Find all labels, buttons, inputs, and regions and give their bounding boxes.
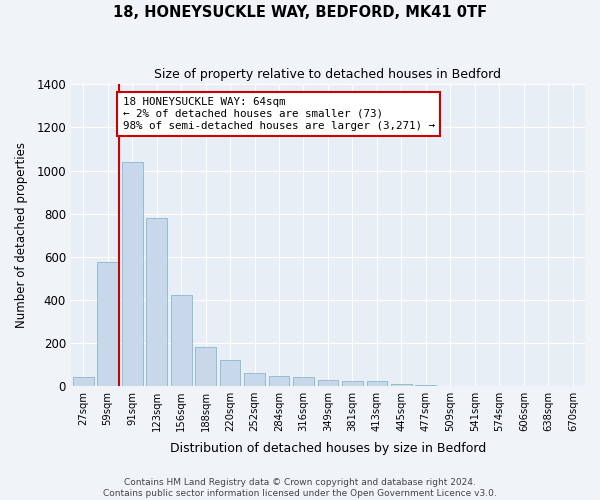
Text: Contains HM Land Registry data © Crown copyright and database right 2024.
Contai: Contains HM Land Registry data © Crown c… [103, 478, 497, 498]
Text: 18, HONEYSUCKLE WAY, BEDFORD, MK41 0TF: 18, HONEYSUCKLE WAY, BEDFORD, MK41 0TF [113, 5, 487, 20]
Bar [391, 384, 412, 386]
Bar [415, 384, 436, 386]
Bar [342, 382, 363, 386]
Bar [293, 377, 314, 386]
Y-axis label: Number of detached properties: Number of detached properties [15, 142, 28, 328]
Bar [73, 377, 94, 386]
Bar [317, 380, 338, 386]
Bar [195, 347, 216, 386]
Bar [220, 360, 241, 386]
Bar [367, 382, 388, 386]
X-axis label: Distribution of detached houses by size in Bedford: Distribution of detached houses by size … [170, 442, 486, 455]
Title: Size of property relative to detached houses in Bedford: Size of property relative to detached ho… [154, 68, 502, 80]
Bar [122, 162, 143, 386]
Bar [244, 372, 265, 386]
Text: 18 HONEYSUCKLE WAY: 64sqm
← 2% of detached houses are smaller (73)
98% of semi-d: 18 HONEYSUCKLE WAY: 64sqm ← 2% of detach… [123, 98, 435, 130]
Bar [97, 262, 118, 386]
Bar [269, 376, 289, 386]
Bar [146, 218, 167, 386]
Bar [170, 296, 191, 386]
